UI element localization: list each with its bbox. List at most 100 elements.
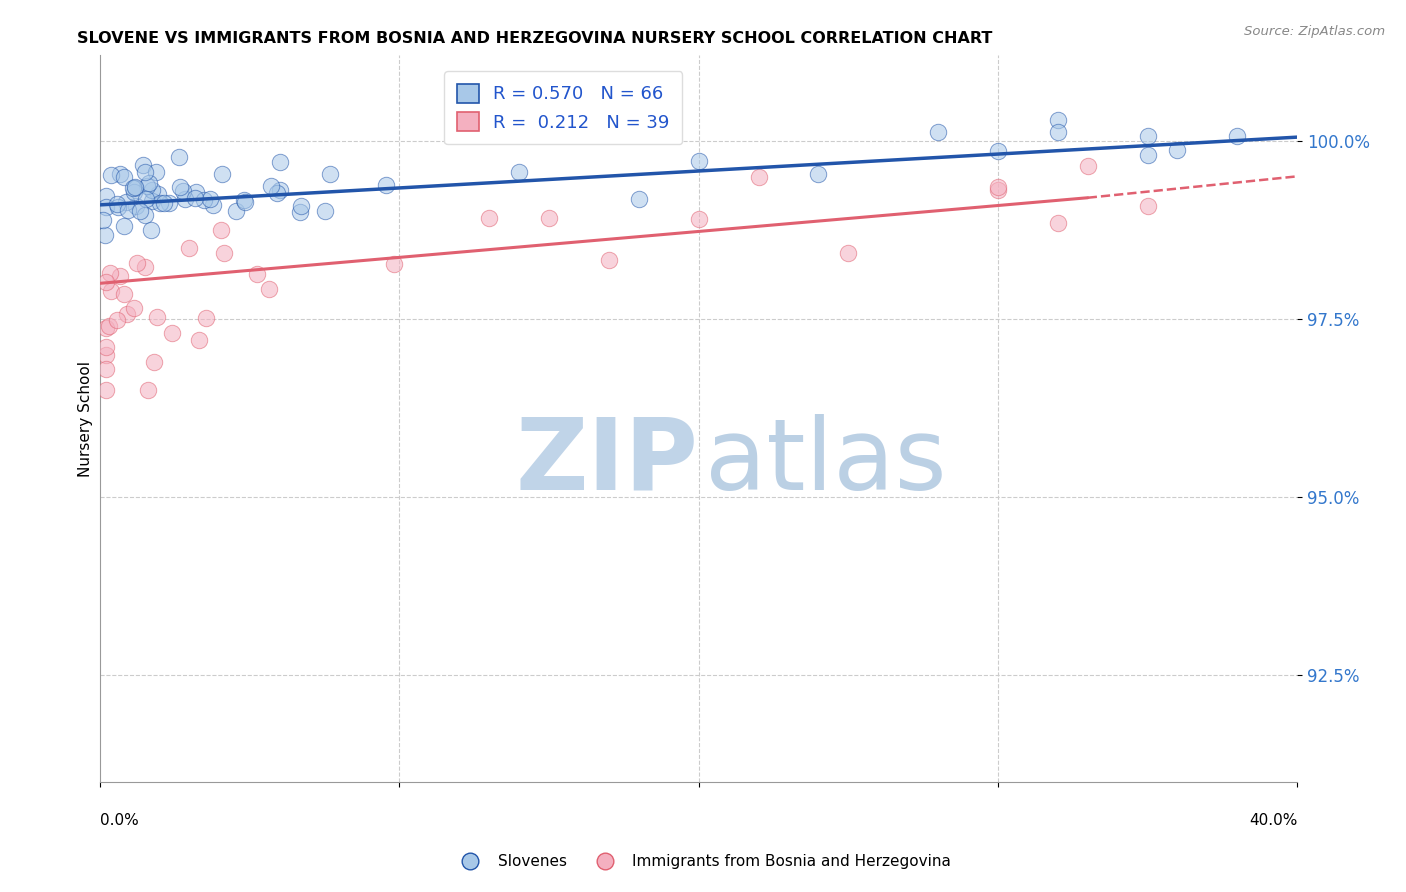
Text: Source: ZipAtlas.com: Source: ZipAtlas.com xyxy=(1244,25,1385,38)
Point xyxy=(807,167,830,181)
Point xyxy=(260,178,283,193)
Point xyxy=(1166,143,1188,157)
Point xyxy=(478,211,501,225)
Point xyxy=(125,199,148,213)
Point xyxy=(259,281,281,295)
Point xyxy=(121,180,143,194)
Text: 0.0%: 0.0% xyxy=(100,813,139,828)
Point xyxy=(167,150,190,164)
Point xyxy=(94,189,117,203)
Point xyxy=(142,355,165,369)
Text: 40.0%: 40.0% xyxy=(1249,813,1298,828)
Point xyxy=(97,319,120,334)
Point xyxy=(96,341,118,355)
Point xyxy=(146,186,169,201)
Point xyxy=(508,165,530,179)
Point xyxy=(98,266,121,280)
Point xyxy=(157,196,180,211)
Point xyxy=(115,307,138,321)
Point xyxy=(138,176,160,190)
Point xyxy=(108,167,131,181)
Point xyxy=(1136,199,1159,213)
Point xyxy=(122,301,145,316)
Point xyxy=(96,362,118,376)
Point xyxy=(211,167,233,181)
Point xyxy=(1136,147,1159,161)
Point xyxy=(232,193,254,207)
Point xyxy=(1046,113,1069,128)
Point xyxy=(290,205,312,219)
Point xyxy=(134,260,156,274)
Point xyxy=(112,219,135,233)
Point xyxy=(202,198,225,212)
Point xyxy=(105,197,128,211)
Point xyxy=(269,154,291,169)
Point xyxy=(198,192,221,206)
Text: atlas: atlas xyxy=(704,414,946,511)
Point xyxy=(538,211,561,226)
Point xyxy=(91,212,114,227)
Point xyxy=(160,326,183,341)
Point xyxy=(186,185,208,199)
Point xyxy=(153,196,176,211)
Point xyxy=(169,180,191,194)
Point xyxy=(598,253,620,268)
Point xyxy=(319,167,342,181)
Point xyxy=(129,204,152,219)
Point xyxy=(987,183,1010,197)
Point xyxy=(136,178,159,193)
Point xyxy=(141,194,163,208)
Point xyxy=(290,199,312,213)
Point xyxy=(94,200,117,214)
Point xyxy=(124,180,146,194)
Legend: Slovenes, Immigrants from Bosnia and Herzegovina: Slovenes, Immigrants from Bosnia and Her… xyxy=(449,848,957,875)
Point xyxy=(1077,159,1099,173)
Point xyxy=(94,227,117,242)
Point xyxy=(124,185,146,199)
Point xyxy=(187,334,209,348)
Point xyxy=(136,383,159,397)
Point xyxy=(1136,129,1159,144)
Point xyxy=(96,276,118,290)
Point xyxy=(748,170,770,185)
Point xyxy=(135,192,157,206)
Point xyxy=(627,192,650,206)
Point xyxy=(139,223,162,237)
Point xyxy=(112,287,135,301)
Point xyxy=(96,383,118,397)
Point xyxy=(688,211,710,226)
Point xyxy=(145,164,167,178)
Point xyxy=(184,191,207,205)
Point xyxy=(134,164,156,178)
Point xyxy=(172,184,194,198)
Y-axis label: Nursery School: Nursery School xyxy=(79,360,93,476)
Point xyxy=(837,246,859,260)
Point xyxy=(124,181,146,195)
Point xyxy=(269,183,291,197)
Point xyxy=(225,203,247,218)
Point xyxy=(141,183,163,197)
Point xyxy=(174,192,197,206)
Point xyxy=(374,178,396,192)
Point xyxy=(177,241,200,255)
Point xyxy=(193,193,215,207)
Point xyxy=(96,348,118,362)
Point xyxy=(382,257,405,271)
Point xyxy=(314,203,336,218)
Point xyxy=(212,246,235,260)
Point xyxy=(112,169,135,184)
Text: ZIP: ZIP xyxy=(516,414,699,511)
Text: SLOVENE VS IMMIGRANTS FROM BOSNIA AND HERZEGOVINA NURSERY SCHOOL CORRELATION CHA: SLOVENE VS IMMIGRANTS FROM BOSNIA AND HE… xyxy=(77,31,993,46)
Point xyxy=(125,255,148,269)
Point xyxy=(107,200,129,214)
Point xyxy=(233,195,256,210)
Point xyxy=(209,222,232,236)
Point xyxy=(987,145,1010,159)
Point xyxy=(1226,129,1249,144)
Legend: R = 0.570   N = 66, R =  0.212   N = 39: R = 0.570 N = 66, R = 0.212 N = 39 xyxy=(444,71,682,145)
Point xyxy=(245,267,267,281)
Point xyxy=(266,186,288,200)
Point xyxy=(114,194,136,209)
Point xyxy=(149,196,172,211)
Point xyxy=(688,154,710,169)
